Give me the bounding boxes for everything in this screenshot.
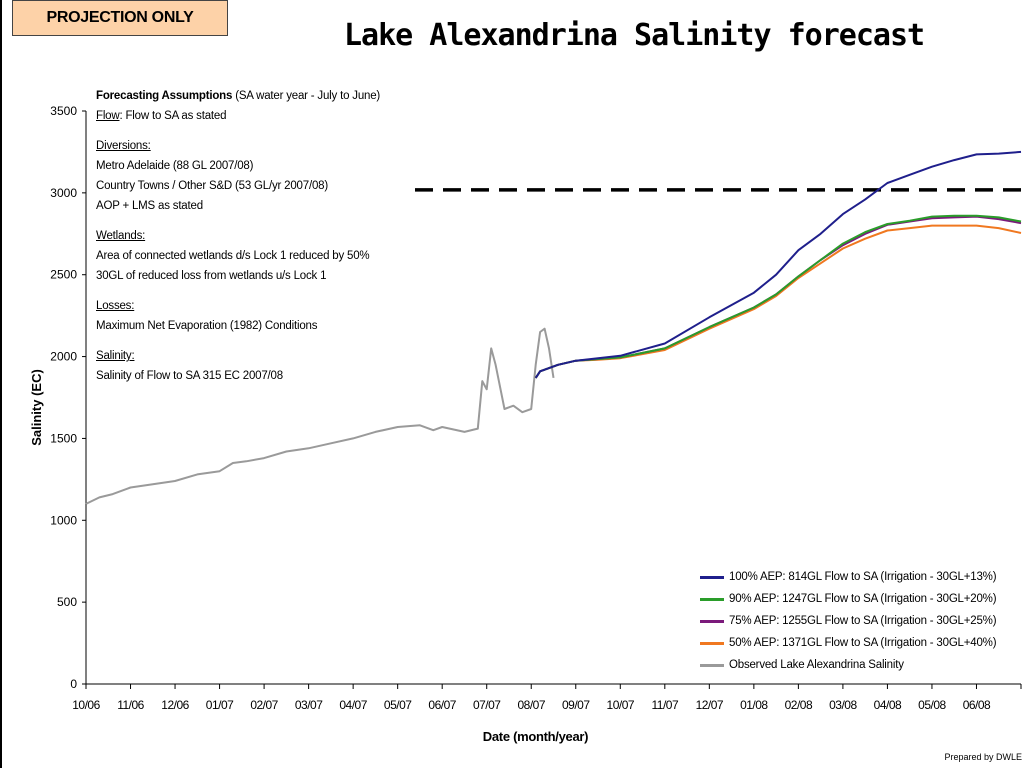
y-tick-label: 3500 [50, 104, 77, 118]
series-line [534, 224, 1022, 379]
y-tick-label: 1000 [50, 513, 77, 527]
legend-swatch [700, 663, 724, 667]
x-tick-label: 05/08 [918, 698, 946, 712]
prepared-by-credit: Prepared by DWLE [944, 752, 1022, 762]
legend-swatch [700, 619, 724, 623]
y-tick-label: 0 [70, 677, 77, 691]
x-tick-label: 03/07 [295, 698, 323, 712]
y-tick-label: 2000 [50, 350, 77, 364]
diversion-item: AOP + LMS as stated [96, 200, 203, 212]
y-tick-label: 2500 [50, 268, 77, 282]
y-tick-label: 3000 [50, 186, 77, 200]
diversion-item: Metro Adelaide (88 GL 2007/08) [96, 160, 254, 172]
x-tick-label: 04/07 [339, 698, 367, 712]
series-line [534, 214, 1022, 379]
x-tick-label: 04/08 [874, 698, 902, 712]
legend-label: 90% AEP: 1247GL Flow to SA (Irrigation -… [729, 593, 997, 605]
x-tick-label: 01/08 [740, 698, 768, 712]
chart-title: Lake Alexandrina Salinity forecast [344, 18, 925, 53]
legend-label: 75% AEP: 1255GL Flow to SA (Irrigation -… [729, 615, 997, 627]
salinity-heading: Salinity: [96, 350, 135, 362]
series-line [534, 150, 1022, 379]
flow-text: : Flow to SA as stated [119, 110, 227, 122]
x-tick-label: 11/06 [117, 698, 144, 712]
x-tick-label: 06/08 [963, 698, 991, 712]
salinity-item: Salinity of Flow to SA 315 EC 2007/08 [96, 370, 283, 382]
x-axis-label: Date (month/year) [483, 729, 588, 744]
x-tick-label: 11/07 [651, 698, 678, 712]
wetlands-heading: Wetlands: [96, 230, 146, 242]
x-tick-label: 09/07 [562, 698, 590, 712]
y-axis-label: Salinity (EC) [29, 369, 44, 446]
assumptions-title-suffix: (SA water year - July to June) [232, 90, 381, 102]
assumptions-title: Forecasting Assumptions [96, 90, 233, 102]
x-tick-label: 02/07 [250, 698, 278, 712]
x-tick-label: 01/07 [206, 698, 234, 712]
legend-swatch [700, 641, 724, 645]
wetlands-item: Area of connected wetlands d/s Lock 1 re… [96, 250, 370, 262]
x-tick-label: 08/07 [517, 698, 545, 712]
legend-item: 90% AEP: 1247GL Flow to SA (Irrigation -… [700, 588, 997, 610]
forecasting-assumptions: Forecasting Assumptions (SA water year -… [96, 86, 414, 386]
x-tick-label: 10/07 [607, 698, 635, 712]
losses-item: Maximum Net Evaporation (1982) Condition… [96, 320, 318, 332]
page-left-border [0, 0, 2, 768]
x-tick-label: 02/08 [785, 698, 813, 712]
diversion-item: Country Towns / Other S&D (53 GL/yr 2007… [96, 180, 328, 192]
x-tick-label: 06/07 [428, 698, 456, 712]
legend-item: 100% AEP: 814GL Flow to SA (Irrigation -… [700, 566, 997, 588]
projection-only-badge: PROJECTION ONLY [12, 0, 228, 36]
x-tick-label: 12/07 [696, 698, 724, 712]
y-tick-label: 500 [57, 595, 77, 609]
legend-label: 100% AEP: 814GL Flow to SA (Irrigation -… [729, 571, 997, 583]
x-tick-label: 03/08 [829, 698, 857, 712]
legend-swatch [700, 575, 724, 579]
diversions-heading: Diversions: [96, 140, 151, 152]
legend-item: 75% AEP: 1255GL Flow to SA (Irrigation -… [700, 610, 997, 632]
x-tick-label: 10/06 [72, 698, 100, 712]
legend-item: Observed Lake Alexandrina Salinity [700, 654, 996, 676]
x-tick-label: 12/06 [161, 698, 189, 712]
x-tick-label: 05/07 [384, 698, 412, 712]
losses-heading: Losses: [96, 300, 135, 312]
chart-legend: 100% AEP: 814GL Flow to SA (Irrigation -… [700, 566, 997, 676]
series-line [534, 215, 1022, 379]
wetlands-item: 30GL of reduced loss from wetlands u/s L… [96, 270, 327, 282]
x-tick-label: 07/07 [473, 698, 501, 712]
legend-label: Observed Lake Alexandrina Salinity [729, 659, 904, 671]
legend-label: 50% AEP: 1371GL Flow to SA (Irrigation -… [729, 637, 997, 649]
legend-item: 50% AEP: 1371GL Flow to SA (Irrigation -… [700, 632, 997, 654]
series-line [85, 327, 555, 505]
flow-label: Flow [96, 110, 120, 122]
y-tick-label: 1500 [50, 431, 77, 445]
legend-swatch [700, 597, 724, 601]
